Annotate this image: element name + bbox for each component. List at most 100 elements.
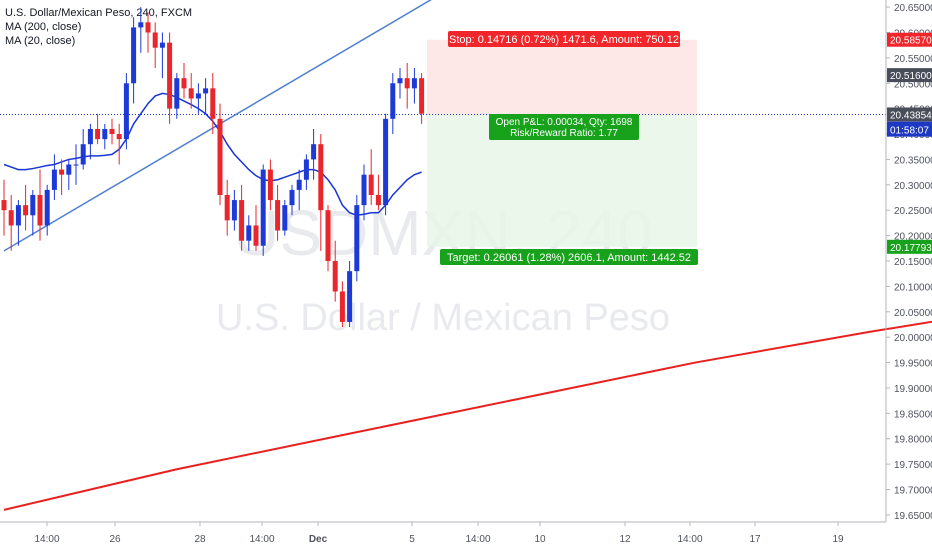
candle-body <box>311 144 317 160</box>
candle-body <box>138 22 144 28</box>
candle-body <box>361 174 367 206</box>
y-tick-label: 19.75000 <box>894 460 932 471</box>
candle-body <box>354 205 360 272</box>
candle-body <box>253 225 259 246</box>
candle-body <box>109 128 115 135</box>
candle-body <box>390 83 396 119</box>
candle-body <box>282 205 288 231</box>
candle-body <box>332 261 338 292</box>
candle-body <box>368 174 374 195</box>
candle-body <box>51 169 57 190</box>
x-tick-label: 19 <box>832 534 844 545</box>
candle-body <box>383 118 389 206</box>
candle-body <box>419 78 425 114</box>
candle-body <box>267 169 273 201</box>
candle-body <box>339 291 345 322</box>
candle-body <box>303 159 309 180</box>
y-tick-label: 20.30000 <box>894 181 932 192</box>
symbol-title: U.S. Dollar/Mexican Peso, 240, FXCM <box>5 7 193 19</box>
ma200-line <box>3 320 932 511</box>
candle-body <box>318 144 324 211</box>
candle-body <box>411 78 417 89</box>
candle-body <box>347 271 353 322</box>
x-tick-label: 5 <box>409 534 415 545</box>
watermark-name: U.S. Dollar / Mexican Peso <box>216 297 670 339</box>
y-tick-label: 20.55000 <box>894 54 932 65</box>
candle-body <box>325 210 331 261</box>
x-tick-label: 14:00 <box>465 534 490 545</box>
y-tick-label: 20.10000 <box>894 282 932 293</box>
y-tick-label: 20.20000 <box>894 232 932 243</box>
candle-body <box>145 22 151 33</box>
price-badge-entry <box>887 107 932 122</box>
candle-body <box>8 210 14 226</box>
candle-body <box>123 83 129 140</box>
candle-body <box>174 78 180 109</box>
price-badge-label: 20.58570 <box>890 36 932 47</box>
y-tick-label: 20.65000 <box>894 3 932 14</box>
candle-body <box>73 164 79 166</box>
indicator-ma200[interactable]: MA (200, close) <box>5 21 82 33</box>
target-label-bg <box>440 249 698 265</box>
candle-body <box>397 78 403 84</box>
candle-body <box>231 200 237 221</box>
y-tick-label: 20.05000 <box>894 308 932 319</box>
y-tick-label: 19.95000 <box>894 359 932 370</box>
chart-legend: U.S. Dollar/Mexican Peso, 240, FXCM MA (… <box>5 6 192 48</box>
candle-body <box>152 32 158 48</box>
y-tick-label: 20.50000 <box>894 79 932 90</box>
candle-body <box>210 88 216 119</box>
y-tick-label: 20.25000 <box>894 206 932 217</box>
candle-body <box>80 144 86 165</box>
candle-body <box>246 225 252 241</box>
y-tick-label: 19.85000 <box>894 409 932 420</box>
y-tick-label: 19.90000 <box>894 384 932 395</box>
pnl-box <box>489 114 639 140</box>
rr-label: Risk/Reward Ratio: 1.77 <box>510 128 618 139</box>
candle-body <box>375 194 381 206</box>
x-tick-label: 14:00 <box>677 534 702 545</box>
y-tick-label: 20.35000 <box>894 155 932 166</box>
x-tick-label: 26 <box>109 534 121 545</box>
price-badge-countdown <box>887 122 932 137</box>
x-tick-label: 28 <box>194 534 206 545</box>
x-tick-label: Dec <box>309 534 328 545</box>
y-tick-label: 19.70000 <box>894 486 932 497</box>
price-badge-label: 20.51600 <box>890 71 932 82</box>
y-tick-label: 20.15000 <box>894 257 932 268</box>
x-tick-label: 12 <box>619 534 631 545</box>
stop-label-bg <box>448 31 680 47</box>
price-badge-stop <box>887 32 932 47</box>
stop-zone <box>427 39 697 115</box>
candle-body <box>404 78 410 89</box>
price-badge-label: 20.17793 <box>890 243 932 254</box>
candle-body <box>37 194 43 226</box>
candle-body <box>23 205 29 216</box>
candle-body <box>116 134 122 140</box>
candle-body <box>181 78 187 89</box>
candle-body <box>66 164 72 175</box>
candle-body <box>1 200 7 211</box>
candle-body <box>59 169 65 175</box>
stop-label: Stop: 0.14716 (0.72%) 1471.6, Amount: 75… <box>449 34 679 46</box>
candle-body <box>260 169 266 246</box>
price-badge-level <box>887 68 932 83</box>
candle-body <box>102 128 108 140</box>
x-tick-label: 14:00 <box>34 534 59 545</box>
candle-body <box>203 88 209 94</box>
pnl-label: Open P&L: 0.00034, Qty: 1698 <box>496 117 633 128</box>
candle-body <box>131 27 137 84</box>
candle-body <box>44 189 50 226</box>
candle-body <box>95 128 101 140</box>
candle-body <box>87 128 93 145</box>
candle-body <box>224 194 230 221</box>
candle-body <box>188 88 194 99</box>
candle-body <box>275 200 281 231</box>
price-badge-label: 20.43854 <box>890 110 932 121</box>
candle-body <box>15 205 21 226</box>
x-tick-label: 17 <box>749 534 761 545</box>
candle-body <box>289 189 295 206</box>
indicator-ma20[interactable]: MA (20, close) <box>5 35 76 47</box>
candle-body <box>195 93 201 99</box>
